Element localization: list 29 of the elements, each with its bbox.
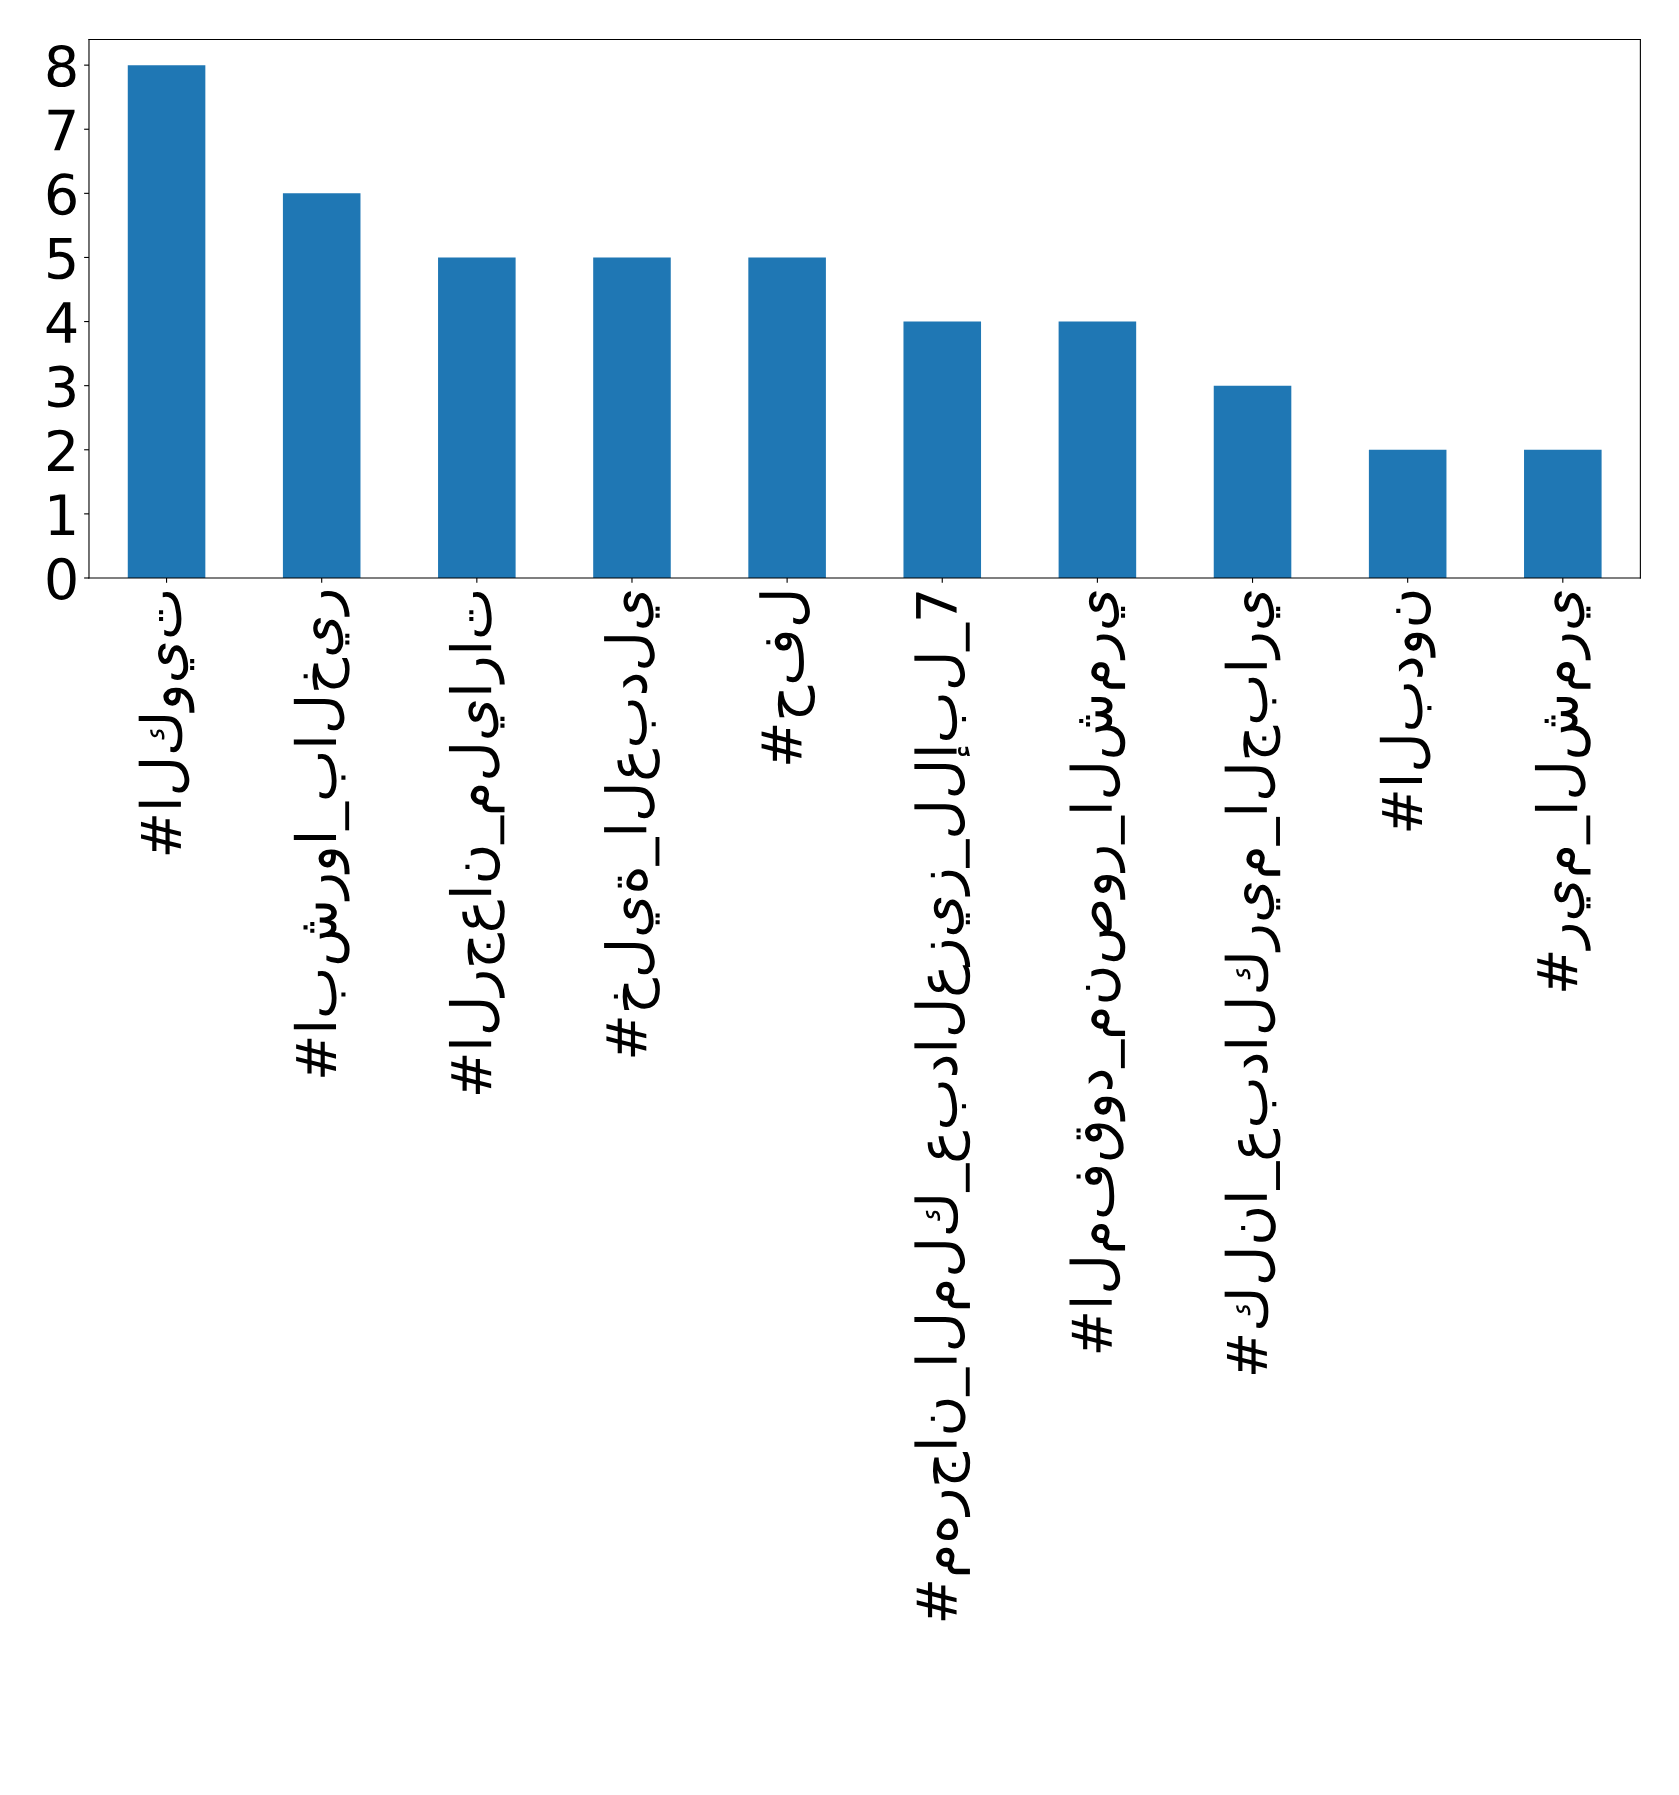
- y-tick-label: 0: [47, 557, 76, 600]
- y-tick-label: 5: [48, 238, 75, 280]
- bar: [1213, 385, 1292, 578]
- y-tick-label: 7: [48, 109, 75, 151]
- y-tick-label: 2: [47, 429, 74, 471]
- y-tick-label: 1: [50, 494, 75, 535]
- x-tick-label: #ريم_الشمري: [1534, 591, 1591, 991]
- y-tick-label: 8: [47, 45, 76, 88]
- bar: [748, 257, 826, 578]
- x-tick-label: #الكويت: [138, 591, 195, 855]
- y-tick-label: 4: [46, 302, 77, 343]
- bar: [127, 65, 206, 578]
- x-tick-label: #مهرجان_الملك_عبدالعزيز_للإبل_7: [914, 592, 971, 1621]
- bar: [282, 193, 361, 578]
- bar: [593, 257, 671, 578]
- bar: [438, 257, 516, 578]
- x-tick-label: #المفقود_منصور_الشمري: [1069, 591, 1126, 1353]
- x-tick-label: #البدون: [1379, 591, 1436, 831]
- y-tick-label: 3: [48, 365, 75, 408]
- x-tick-label: #حفل: [759, 592, 816, 764]
- x-tick-label: #كلنا_عبدالكريم_الجباري: [1224, 591, 1281, 1375]
- bar: [1368, 449, 1447, 578]
- bar: [1058, 321, 1137, 578]
- x-tick-label: #ابشروا_بالخير: [293, 591, 350, 1077]
- y-tick-label: 6: [47, 173, 76, 216]
- x-tick-label: #خلية_العبدلي: [604, 591, 660, 1057]
- bar: [903, 321, 982, 578]
- x-tick-label: #الرجعان_مليارات: [448, 591, 505, 1094]
- bar: [1524, 449, 1602, 578]
